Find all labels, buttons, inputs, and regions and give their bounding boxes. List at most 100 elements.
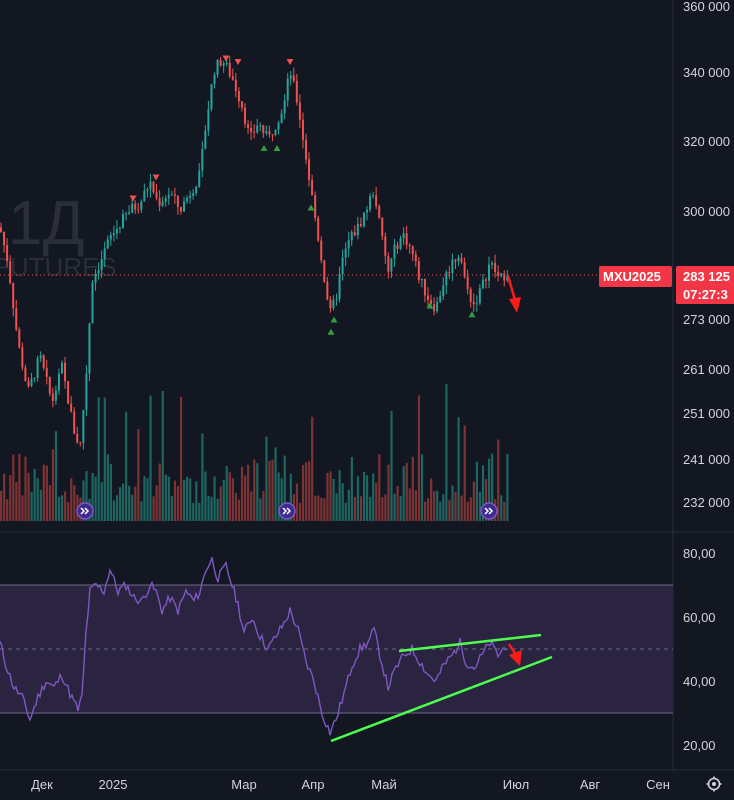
volume-bar — [417, 395, 421, 521]
candle-body — [271, 134, 274, 136]
candle-body — [195, 186, 198, 194]
candle-body — [198, 170, 201, 187]
volume-bar — [12, 454, 15, 521]
candlestick-series — [0, 56, 509, 450]
candle-body — [155, 192, 158, 199]
volume-bar — [219, 486, 222, 521]
buy-signal-marker — [426, 302, 434, 309]
volume-bar — [213, 476, 216, 521]
time-axis[interactable]: Дек 2025 Мар Апр Май Июл Авг Сен — [31, 777, 670, 792]
candle-body — [427, 295, 429, 301]
volume-bar — [33, 468, 36, 521]
volume-bar — [85, 471, 88, 521]
candle-body — [244, 107, 246, 124]
volume-bar — [137, 429, 140, 521]
candle-body — [378, 206, 381, 218]
double-chevron-right-icon[interactable] — [278, 502, 296, 520]
candle-body — [478, 288, 481, 304]
volume-bar — [491, 453, 494, 521]
candle-body — [326, 281, 329, 300]
candle-body — [103, 248, 106, 259]
volume-bar — [369, 496, 372, 521]
double-chevron-right-icon[interactable] — [76, 502, 94, 520]
buy-signal-marker — [327, 328, 335, 335]
price-tick-label: 232 000 — [683, 495, 730, 510]
candle-body — [149, 181, 152, 190]
time-tick-label: Мар — [231, 777, 256, 792]
time-tick-label: 2025 — [99, 777, 128, 792]
time-tick-label: Май — [371, 777, 396, 792]
buy-signal-marker — [273, 145, 281, 151]
gear-icon[interactable] — [706, 776, 722, 792]
volume-bar — [125, 411, 128, 521]
volume-bar — [9, 474, 12, 521]
candle-body — [341, 257, 344, 275]
candle-body — [396, 244, 399, 249]
double-chevron-right-icon[interactable] — [480, 502, 498, 520]
volume-bar — [338, 470, 341, 521]
candle-body — [0, 227, 2, 232]
volume-bar — [48, 485, 51, 521]
volume-bar — [176, 485, 180, 521]
volume-bar — [15, 482, 18, 521]
volume-bar — [6, 499, 9, 521]
candle-body — [213, 74, 216, 85]
volume-bar — [478, 491, 482, 521]
candle-body — [134, 203, 137, 210]
candle-body — [128, 212, 131, 214]
price-tick-label: 251 000 — [683, 406, 730, 421]
candle-body — [231, 76, 234, 80]
candle-body — [42, 355, 45, 369]
volume-bar — [67, 501, 70, 521]
candle-body — [454, 259, 457, 262]
volume-bar — [143, 476, 146, 521]
volume-bar — [210, 496, 213, 521]
candle-body — [430, 300, 433, 305]
volume-bar — [405, 463, 408, 521]
candle-body — [506, 275, 509, 281]
candle-body — [45, 368, 48, 377]
volume-bar — [183, 479, 186, 521]
candle-body — [262, 125, 265, 134]
volume-bar — [439, 501, 442, 521]
volume-bar — [201, 433, 204, 521]
price-tag-box — [676, 266, 734, 304]
event-markers[interactable] — [76, 502, 498, 520]
candle-body — [469, 289, 472, 302]
candle-body — [79, 442, 82, 444]
candle-body — [472, 301, 475, 305]
buy-signal-marker — [330, 316, 338, 323]
candle-body — [240, 101, 243, 108]
volume-bar — [451, 485, 454, 521]
candle-body — [201, 148, 204, 171]
volume-bar — [24, 456, 27, 521]
candle-body — [393, 244, 396, 259]
rsi-down-arrow-head — [509, 650, 522, 666]
candle-body — [39, 355, 42, 359]
candle-body — [488, 264, 490, 281]
volume-bar — [289, 473, 292, 521]
volume-bar — [106, 454, 109, 521]
candle-body — [436, 301, 439, 312]
sell-signal-marker — [152, 174, 160, 181]
rsi-axis[interactable]: 80,00 60,00 40,00 20,00 — [683, 546, 716, 753]
candle-body — [362, 212, 365, 227]
candle-body — [405, 233, 408, 245]
volume-bar — [326, 472, 329, 521]
time-tick-label: Апр — [302, 777, 325, 792]
candle-body — [369, 196, 372, 210]
candle-body — [225, 62, 228, 64]
volume-bar — [506, 454, 509, 521]
candle-body — [164, 198, 167, 202]
volume-bar — [375, 482, 378, 521]
price-axis[interactable]: 360 000 340 000 320 000 300 000 273 000 261 0… — [683, 0, 730, 510]
symbol-tag-text: MXU2025 — [603, 269, 661, 284]
candle-body — [186, 197, 189, 202]
candle-body — [286, 78, 289, 101]
candle-body — [265, 131, 268, 134]
candle-body — [314, 195, 317, 218]
candle-body — [125, 213, 128, 215]
volume-bar — [274, 447, 277, 521]
volume-bar — [253, 459, 256, 521]
